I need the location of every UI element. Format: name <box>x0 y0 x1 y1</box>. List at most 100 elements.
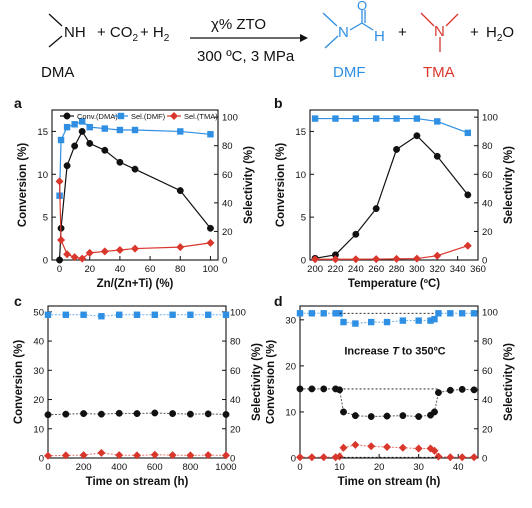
chart-panel-a: a0 20 40 60 80 100051015020406080100Zn/(Zn+Ti… <box>14 95 255 290</box>
dma-structure <box>48 13 63 48</box>
y-right-tick-label: 80 <box>482 337 493 348</box>
x-tick-label: 360 <box>470 264 486 275</box>
y-left-tick-label: 30 <box>285 315 296 326</box>
x-tick-label: 30 <box>413 462 424 473</box>
y-left-tick-label: 30 <box>33 366 44 377</box>
reaction-scheme: NH DMA + CO2 + H2 χ% ZTO 300 ºC, 3 MPa O… <box>41 0 514 81</box>
x-axis-label: Time on stream (h) <box>338 476 441 488</box>
data-point <box>62 311 69 318</box>
annotation-part: to 350ºC <box>399 345 446 357</box>
dmf-n-text: N <box>338 24 349 41</box>
data-point <box>151 409 159 417</box>
y-right-tick-label: 60 <box>222 170 233 181</box>
y-right-tick-label: 0 <box>222 256 227 267</box>
data-point <box>222 451 230 460</box>
x-tick-label: 260 <box>368 264 384 275</box>
data-point <box>101 146 109 154</box>
data-point <box>435 310 442 317</box>
y-left-tick-label: 40 <box>33 337 44 348</box>
y-right-axis-label: Selectivity (%) <box>503 343 515 421</box>
conditions-label: 300 ºC, 3 MPa <box>197 48 295 65</box>
annotation-label: Increase T to 350ºC <box>344 345 445 357</box>
chart-panel-c: c0 200 400 600 800 10000102030405002040608010… <box>13 294 263 488</box>
data-point <box>133 451 141 460</box>
data-point <box>446 386 454 394</box>
data-point <box>413 115 421 122</box>
data-point <box>464 191 472 199</box>
x-tick-label: 200 <box>307 264 323 275</box>
y-left-tick-label: 50 <box>33 307 44 318</box>
data-point <box>186 410 194 418</box>
y-right-tick-label: 100 <box>222 113 238 124</box>
series-seltma <box>55 177 215 263</box>
series-seltma <box>296 440 479 462</box>
y-left-axis-label: Conversion (%) <box>17 143 29 228</box>
data-point <box>63 123 71 131</box>
tma-structure <box>420 12 459 52</box>
water-text: H2O <box>486 24 514 44</box>
data-point <box>204 410 212 418</box>
y-right-tick-label: 100 <box>482 307 498 318</box>
data-point <box>393 145 400 153</box>
x-tick-label: 40 <box>115 264 126 275</box>
data-point <box>430 446 439 455</box>
data-point <box>340 318 347 326</box>
y-left-tick-label: 15 <box>295 127 306 138</box>
x-tick-label: 20 <box>374 462 385 473</box>
tma-label: TMA <box>423 64 455 81</box>
panel-letter-d: d <box>274 294 283 309</box>
data-point <box>433 152 441 160</box>
data-point <box>393 115 400 122</box>
data-point <box>320 310 327 317</box>
data-point <box>116 158 124 166</box>
panel-letter-c: c <box>14 294 22 309</box>
data-point <box>296 310 304 317</box>
plot-frame <box>309 109 479 261</box>
data-point <box>446 453 455 462</box>
dmf-label: DMF <box>333 64 366 81</box>
legend-marker <box>117 112 125 120</box>
legend-marker <box>63 112 71 120</box>
data-point <box>177 128 184 135</box>
data-point <box>97 448 106 457</box>
data-point <box>78 127 86 135</box>
series-seldmf <box>56 118 214 199</box>
x-tick-label: 0 <box>57 264 62 275</box>
x-tick-label: 40 <box>453 462 464 473</box>
plot-frame <box>51 109 219 261</box>
x-tick-label: 0 <box>45 462 50 473</box>
data-point <box>222 410 230 418</box>
data-point <box>339 443 348 452</box>
data-point <box>434 389 442 397</box>
x-tick-label: 100 <box>203 264 219 275</box>
y-right-tick-label: 60 <box>230 366 241 377</box>
data-point <box>207 131 214 138</box>
co2-text: + CO2 <box>97 24 138 44</box>
data-point <box>308 385 316 393</box>
data-point <box>86 139 94 147</box>
series-seltma <box>44 448 230 460</box>
y-right-tick-label: 40 <box>482 395 493 406</box>
data-point <box>296 385 304 393</box>
data-point <box>80 410 88 418</box>
data-point <box>351 255 360 264</box>
data-point <box>458 310 466 317</box>
x-tick-label: 220 <box>328 264 344 275</box>
y-right-tick-label: 0 <box>230 454 235 465</box>
data-point <box>415 317 422 324</box>
data-point <box>168 451 177 460</box>
arrow-head <box>300 34 308 42</box>
dma-label: DMA <box>41 64 74 81</box>
dmf-h-text: H <box>374 28 385 45</box>
panel-letter-b: b <box>274 95 283 111</box>
data-point <box>207 224 214 232</box>
data-point <box>71 142 79 150</box>
x-tick-label: 80 <box>175 264 186 275</box>
series-line <box>300 388 475 418</box>
data-point <box>131 165 139 173</box>
series-seldmf <box>296 310 478 327</box>
plus-2: + <box>470 24 479 41</box>
data-point <box>458 385 466 393</box>
y-right-tick-label: 100 <box>230 307 246 318</box>
data-point <box>55 177 64 186</box>
